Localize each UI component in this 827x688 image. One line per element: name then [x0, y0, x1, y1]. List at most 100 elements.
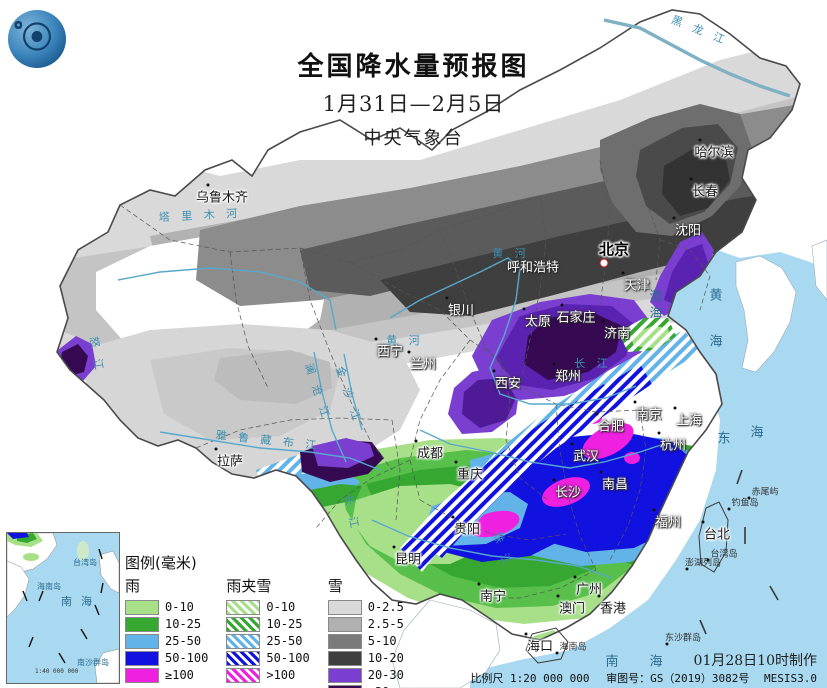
city-marker	[701, 520, 705, 524]
legend-range-label: 2.5-5	[367, 617, 404, 631]
legend-item[interactable]: 10-25	[226, 616, 309, 632]
legend-swatch	[226, 633, 261, 649]
city-marker	[524, 632, 528, 636]
legend-swatch	[327, 599, 362, 615]
legend-item[interactable]: 20-30	[327, 667, 404, 683]
legend-swatch	[226, 667, 261, 683]
city-marker	[414, 439, 418, 443]
province-boundaries	[119, 159, 711, 599]
legend-column-head: 雨夹雪	[226, 577, 272, 595]
legend-range-label: >100	[266, 668, 296, 682]
legend-range-label: 20-30	[367, 668, 404, 682]
city-marker	[492, 369, 496, 373]
island-marker	[747, 496, 751, 500]
legend-range-label: 10-25	[266, 617, 303, 631]
legend-item[interactable]: 10-25	[125, 616, 208, 632]
south-china-sea-inset: 台湾岛 海南岛 南 海 南沙群岛 1:40 000 000	[6, 532, 120, 684]
legend-column-0: 雨 0-10 10-25 25-50 50-100 ≥100	[125, 575, 208, 688]
legend-swatch	[327, 667, 362, 683]
city-marker	[652, 508, 656, 512]
city-marker	[673, 406, 677, 410]
city-marker	[672, 216, 676, 220]
legend-swatch	[327, 684, 362, 688]
legend-swatch	[125, 633, 159, 649]
legend-item[interactable]: 2.5-5	[327, 616, 404, 632]
legend-item[interactable]: >100	[226, 667, 309, 683]
city-marker	[621, 271, 625, 275]
legend-range-label: 25-50	[266, 634, 303, 648]
maritime-boundary-ticks	[699, 469, 779, 635]
legend-swatch	[125, 650, 159, 666]
legend-range-label: 10-25	[165, 617, 202, 631]
city-marker	[374, 337, 378, 341]
legend-title: 图例(毫米)	[125, 554, 197, 572]
legend-swatch	[125, 599, 159, 615]
legend-item[interactable]: 5-10	[327, 633, 404, 649]
china-border	[56, 9, 801, 641]
legend-range-label: 0-10	[266, 600, 296, 614]
island-marker	[685, 567, 689, 571]
legend-item[interactable]: 10-20	[327, 650, 404, 666]
city-marker	[451, 515, 455, 519]
legend-swatch	[226, 650, 261, 666]
legend-range-label: 25-50	[165, 634, 202, 648]
island-marker	[665, 642, 669, 646]
legend-swatch	[125, 667, 159, 683]
city-marker	[633, 400, 637, 404]
legend-range-label: 0-2.5	[367, 600, 404, 614]
legend-item[interactable]: 0-10	[226, 599, 309, 615]
city-marker	[445, 296, 449, 300]
legend-range-label: 0-10	[165, 600, 194, 614]
legend-item[interactable]: 0-2.5	[327, 599, 404, 615]
city-marker	[454, 460, 458, 464]
city-marker	[595, 412, 599, 416]
city-marker	[698, 138, 702, 142]
legend-item[interactable]: 0-10	[125, 599, 208, 615]
map-scale: 比例尺 1:20 000 000	[470, 672, 590, 685]
review-number: 审图号：GS（2019）3082号	[606, 672, 750, 685]
island-marker	[555, 651, 559, 655]
legend-range-label: 5-10	[367, 634, 397, 648]
taiwan-outline	[698, 501, 729, 573]
city-marker	[477, 582, 481, 586]
city-marker	[657, 431, 661, 435]
legend-swatch	[327, 616, 362, 632]
legend-item[interactable]: ≥30	[327, 684, 404, 688]
city-marker	[552, 362, 556, 366]
legend-range-label: 10-20	[367, 651, 404, 665]
legend-range-label: ≥30	[368, 685, 390, 688]
dragon-swirl-icon: ゚⦿	[22, 21, 52, 56]
rivers	[117, 257, 671, 579]
legend-item[interactable]: 25-50	[226, 633, 309, 649]
city-marker	[407, 350, 411, 354]
city-marker	[552, 478, 556, 482]
legend-range-label: 50-100	[266, 651, 310, 665]
city-marker	[392, 545, 396, 549]
legend-swatch	[125, 616, 159, 632]
city-marker	[517, 253, 521, 257]
footer-scale-line: 比例尺 1:20 000 000 审图号：GS（2019）3082号 MESIS…	[470, 670, 817, 686]
legend-item[interactable]: 25-50	[125, 633, 208, 649]
legend-columns: 雨 0-10 10-25 25-50 50-100 ≥100 雨夹雪 0-10 10-25 25-…	[125, 575, 404, 688]
island-marker	[727, 507, 731, 511]
legend-item[interactable]: 50-100	[226, 650, 310, 666]
city-marker	[214, 447, 218, 451]
legend-column-head: 雨	[125, 577, 141, 595]
hainan-outline	[525, 627, 569, 664]
legend-swatch	[327, 650, 362, 666]
inset-label-hainan: 海南岛	[37, 582, 61, 591]
legend-item[interactable]: ≥100	[125, 667, 208, 683]
legend-swatch	[226, 616, 261, 632]
city-marker	[570, 442, 574, 446]
city-marker	[599, 470, 603, 474]
legend-column-1: 雨夹雪 0-10 10-25 25-50 50-100 >100	[226, 575, 310, 688]
made-at-timestamp: 01月28日10时制作	[693, 653, 817, 669]
legend-column-head: 雪	[327, 577, 343, 595]
legend-item[interactable]: 50-100	[125, 650, 208, 666]
city-marker	[206, 183, 210, 187]
legend-panel: 图例(毫米) 雨 0-10 10-25 25-50 50-100 ≥100 雨夹雪 0-10 1…	[125, 552, 404, 688]
city-marker	[689, 177, 693, 181]
city-marker	[601, 319, 605, 323]
